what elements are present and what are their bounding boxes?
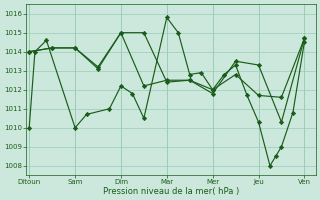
X-axis label: Pression niveau de la mer( hPa ): Pression niveau de la mer( hPa ) bbox=[103, 187, 239, 196]
